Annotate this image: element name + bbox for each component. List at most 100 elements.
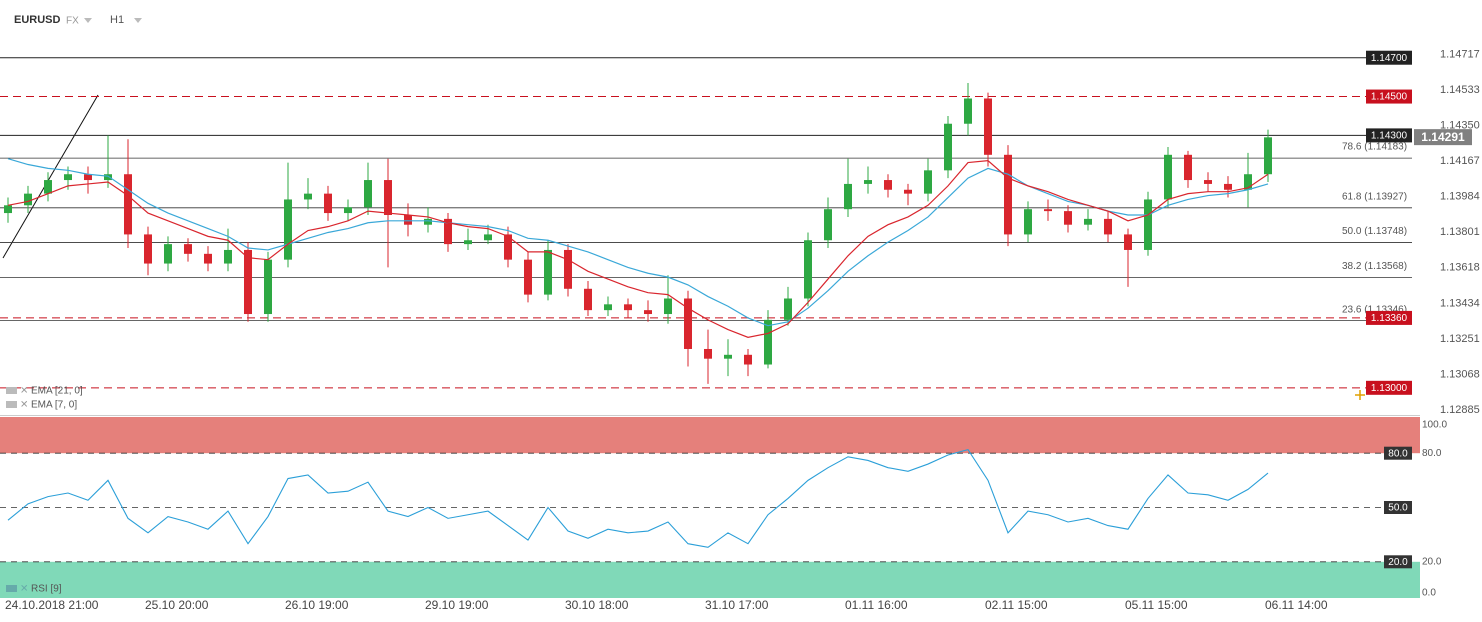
candle-body (744, 354, 752, 365)
candle-body (1144, 199, 1152, 250)
candle-body (864, 180, 872, 184)
candle-body (404, 215, 412, 225)
candle-body (824, 209, 832, 241)
candle-body (564, 249, 572, 289)
x-tick-label: 02.11 15:00 (985, 598, 1048, 612)
candle-body (364, 180, 372, 208)
y-tick-label: 1.14533 (1440, 84, 1480, 96)
level-box (1366, 380, 1412, 395)
candle-body (684, 298, 692, 349)
last-price-box (1414, 129, 1472, 146)
candle-body (44, 180, 52, 194)
level-label: 1.14500 (1371, 92, 1408, 103)
candle-body (1004, 154, 1012, 235)
dropdown-arrow[interactable] (84, 18, 92, 23)
candle-body (904, 189, 912, 194)
candle-body (544, 249, 552, 295)
y-tick-label: 1.13984 (1440, 191, 1480, 203)
x-tick-label: 24.10.2018 21:00 (5, 598, 99, 612)
level-box (1366, 128, 1412, 143)
y-tick-label: 1.14717 (1440, 48, 1480, 60)
candle-body (664, 298, 672, 315)
candle-body (724, 354, 732, 359)
market[interactable]: FX (66, 16, 79, 27)
candle-body (304, 193, 312, 200)
symbol[interactable]: EURUSD (14, 14, 61, 26)
candle-body (284, 199, 292, 260)
rsi-level-label: 80.0 (1388, 448, 1408, 459)
candle-body (524, 259, 532, 295)
legend-entry: EMA [7, 0] (31, 400, 77, 411)
candle-body (944, 123, 952, 171)
y-tick-label: 1.14350 (1440, 120, 1480, 132)
rsi-band (0, 561, 1420, 598)
candle-body (244, 249, 252, 315)
candle-body (1164, 154, 1172, 200)
candle-body (924, 170, 932, 194)
candle-body (1084, 218, 1092, 225)
candle-body (224, 249, 232, 264)
rsi-tick-label: 100.0 (1422, 420, 1447, 431)
dropdown-arrow[interactable] (134, 18, 142, 23)
candle-body (604, 304, 612, 311)
fib-label: 78.6 (1.14183) (1342, 142, 1407, 153)
rsi-tick-label: 20.0 (1422, 556, 1442, 567)
candle-body (624, 304, 632, 311)
candle-body (164, 244, 172, 264)
ema-line (7, 158, 1269, 327)
level-label: 1.13000 (1371, 383, 1408, 394)
x-tick-label: 01.11 16:00 (845, 598, 908, 612)
candle-body (264, 259, 272, 315)
legend-icon[interactable] (6, 585, 17, 592)
y-tick-label: 1.13068 (1440, 369, 1480, 381)
candle-body (324, 193, 332, 214)
y-tick-label: 1.13434 (1440, 297, 1480, 309)
x-tick-label: 06.11 14:00 (1265, 598, 1328, 612)
rsi-line (7, 448, 1269, 548)
candle-body (1104, 218, 1112, 235)
legend-close[interactable]: ✕ (20, 584, 28, 595)
rsi-tick-label: 80.0 (1422, 448, 1442, 459)
ema-line (7, 160, 1269, 338)
candle-body (1224, 183, 1232, 190)
legend-icon[interactable] (6, 387, 17, 394)
candle-body (104, 174, 112, 181)
legend-entry: RSI [9] (31, 584, 62, 595)
candle-body (204, 253, 212, 264)
candle-body (1204, 180, 1212, 184)
level-box (1366, 310, 1412, 325)
candle-body (344, 207, 352, 214)
candle-body (584, 288, 592, 311)
candle-body (4, 205, 12, 214)
plot-layer: 78.6 (1.14183) 61.8 (1.13927) 50.0 (1.1374… (0, 48, 1480, 612)
alert-marker[interactable] (1355, 390, 1365, 400)
legend-close[interactable]: ✕ (20, 400, 28, 411)
level-box (1366, 89, 1412, 104)
x-tick-label: 25.10 20:00 (145, 598, 209, 612)
candle-body (484, 234, 492, 241)
candle-body (964, 98, 972, 124)
rsi-level-box (1384, 501, 1412, 514)
x-tick-label: 26.10 19:00 (285, 598, 349, 612)
candle-body (644, 310, 652, 315)
timeframe[interactable]: H1 (110, 14, 124, 26)
candle-body (184, 244, 192, 254)
candle-body (1064, 211, 1072, 225)
y-tick-label: 1.13251 (1440, 333, 1480, 345)
candle-body (504, 234, 512, 260)
legend-icon[interactable] (6, 401, 17, 408)
y-tick-label: 1.13801 (1440, 226, 1480, 238)
candle-body (424, 218, 432, 225)
rsi-level-box (1384, 555, 1412, 569)
level-label: 1.13360 (1371, 313, 1408, 324)
fib-label: 61.8 (1.13927) (1342, 191, 1407, 202)
legend-close[interactable]: ✕ (20, 386, 28, 397)
rsi-level-box (1384, 446, 1412, 460)
candle-body (1264, 137, 1272, 175)
x-tick-label: 29.10 19:00 (425, 598, 489, 612)
legend-entry: EMA [21, 0] (31, 386, 83, 397)
trend-line[interactable] (2, 94, 99, 259)
candle-body (764, 319, 772, 365)
